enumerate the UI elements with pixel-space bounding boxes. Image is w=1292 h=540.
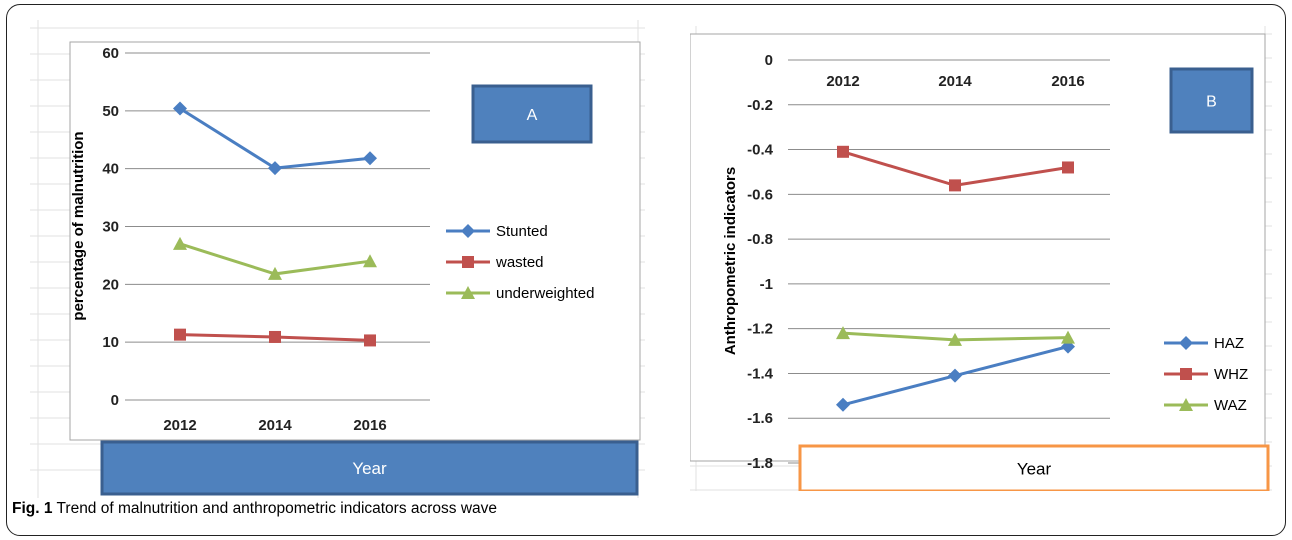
legend-label: underweighted: [496, 285, 594, 302]
y-tick-label: -0.6: [747, 186, 773, 203]
y-tick-label: -1.8: [747, 455, 773, 472]
y-tick-label: 30: [102, 219, 119, 236]
data-point: [837, 145, 849, 158]
legend-marker: [461, 224, 475, 238]
panel-label: B: [1206, 94, 1217, 111]
x-tick-label: 2012: [826, 73, 859, 90]
panel-label: A: [527, 107, 538, 124]
legend-marker: [461, 286, 475, 299]
x-tick-label: 2016: [1051, 73, 1084, 90]
legend-label: Stunted: [496, 223, 548, 240]
legend-label: WHZ: [1214, 366, 1248, 383]
data-point: [268, 266, 282, 280]
data-point: [1062, 161, 1074, 174]
legend-marker: [1179, 336, 1193, 350]
data-point: [836, 397, 850, 412]
x-tick-label: 2012: [163, 417, 196, 434]
panel-label-box: [1169, 67, 1254, 134]
data-point: [173, 101, 187, 116]
data-point: [363, 254, 377, 268]
data-point: [173, 236, 187, 250]
legend-marker: [462, 256, 474, 268]
data-point: [364, 334, 376, 347]
data-point: [836, 326, 850, 340]
legend-label: WAZ: [1214, 397, 1247, 414]
y-tick-label: 0: [765, 52, 773, 69]
y-axis-title: Anthropometric indicators: [722, 167, 739, 355]
legend-label: wasted: [495, 254, 544, 271]
data-point: [268, 161, 282, 176]
y-tick-label: 50: [102, 103, 119, 120]
y-tick-label: -0.8: [747, 231, 773, 248]
y-tick-label: -1.4: [747, 365, 774, 382]
data-point: [948, 368, 962, 383]
data-point: [269, 330, 281, 343]
x-axis-title: Year: [1017, 460, 1052, 479]
legend-marker: [1179, 398, 1193, 411]
legend-label: HAZ: [1214, 335, 1244, 352]
figure-caption: Fig. 1 Trend of malnutrition and anthrop…: [12, 500, 497, 518]
y-tick-label: -1.6: [747, 410, 773, 427]
y-tick-label: -0.2: [747, 97, 773, 114]
x-axis-title: Year: [352, 459, 387, 478]
data-point: [174, 328, 186, 341]
y-tick-label: 20: [102, 276, 119, 293]
figure-frame: [6, 4, 1286, 536]
y-tick-label: -1.2: [747, 321, 773, 338]
data-point: [363, 151, 377, 166]
y-axis-title: percentage of malnutrition: [70, 131, 87, 320]
data-point: [1061, 330, 1075, 344]
x-tick-label: 2014: [258, 417, 292, 434]
y-tick-label: 40: [102, 161, 119, 178]
x-axis-title-box: [798, 444, 1270, 491]
caption-label: Fig. 1: [12, 500, 53, 517]
chart-panel-a: 0 10 20 30 40 50 60 2012 2014 2016 percentage of m…: [30, 20, 645, 498]
chart-panel-b: 0 -0.2 -0.4 -0.6 -0.8 -1 -1.2 -1.4 -1.6 -1.8 2012 2…: [690, 26, 1272, 491]
y-tick-label: -1: [760, 276, 773, 293]
legend-marker: [1180, 368, 1192, 380]
y-tick-label: 10: [102, 334, 119, 351]
data-point: [949, 179, 961, 192]
y-tick-label: 0: [111, 392, 119, 409]
x-tick-label: 2016: [353, 417, 386, 434]
x-axis-title-box: [100, 440, 639, 496]
y-tick-label: -0.4: [747, 142, 774, 159]
data-point: [948, 332, 962, 346]
x-tick-label: 2014: [938, 73, 972, 90]
caption-text: Trend of malnutrition and anthropometric…: [56, 500, 498, 517]
y-tick-label: 60: [102, 45, 119, 62]
panel-label-box: [471, 84, 593, 144]
